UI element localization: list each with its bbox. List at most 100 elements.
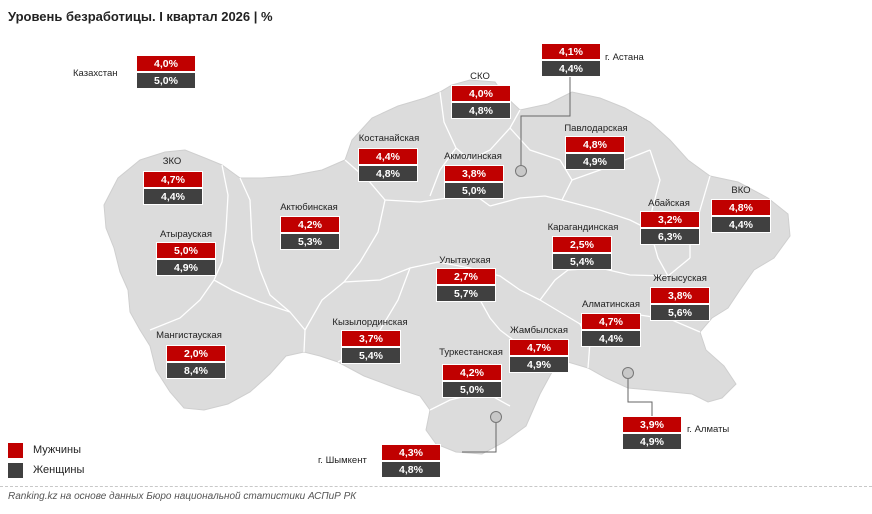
astana-leader — [520, 60, 571, 166]
region-name-zhambyl: Жамбылская — [510, 325, 568, 336]
region-name-turkestan: Туркестанская — [439, 347, 503, 358]
badge-zhambyl: 4,7% 4,9% — [509, 339, 569, 373]
men-value: 3,9% — [622, 416, 682, 433]
region-name-pavlodar: Павлодарская — [564, 123, 628, 134]
almaty-leader — [627, 374, 653, 420]
badge-kyzylorda: 3,7% 5,4% — [341, 330, 401, 364]
men-value: 2,5% — [552, 236, 612, 253]
men-value: 4,8% — [711, 199, 771, 216]
region-name-sko: СКО — [470, 71, 490, 82]
women-value: 4,4% — [541, 60, 601, 77]
women-value: 5,3% — [280, 233, 340, 250]
men-value: 4,0% — [136, 55, 196, 72]
badge-mangystau: 2,0% 8,4% — [166, 345, 226, 379]
region-name-atyrau: Атырауская — [160, 229, 212, 240]
badge-kazakhstan: 4,0% 5,0% — [136, 55, 196, 89]
women-value: 5,0% — [442, 381, 502, 398]
badge-almaty-region: 4,7% 4,4% — [581, 313, 641, 347]
badge-shymkent: 4,3% 4,8% — [381, 444, 441, 478]
men-value: 4,7% — [581, 313, 641, 330]
legend-women-swatch — [8, 462, 23, 478]
source-note: Ranking.kz на основе данных Бюро национа… — [8, 491, 357, 502]
women-value: 5,7% — [436, 285, 496, 302]
legend-men-swatch — [8, 442, 23, 458]
almaty-marker — [622, 367, 634, 379]
region-name-shymkent: г. Шымкент — [318, 455, 367, 466]
men-value: 4,0% — [451, 85, 511, 102]
region-name-abai: Абайская — [648, 198, 690, 209]
country-outline — [103, 79, 791, 455]
men-value: 4,1% — [541, 43, 601, 60]
region-name-kostanay: Костанайская — [358, 133, 420, 144]
region-name-almaty-region: Алматинская — [582, 299, 640, 310]
region-name-zko: ЗКО — [162, 156, 182, 167]
badge-ulytau: 2,7% 5,7% — [436, 268, 496, 302]
astana-marker — [515, 165, 527, 177]
leader-lines — [462, 60, 653, 453]
men-value: 3,8% — [650, 287, 710, 304]
women-value: 4,4% — [143, 188, 203, 205]
region-name-kazakhstan: Казахстан — [73, 68, 118, 79]
badge-sko: 4,0% 4,8% — [451, 85, 511, 119]
men-value: 4,3% — [381, 444, 441, 461]
men-value: 2,0% — [166, 345, 226, 362]
men-value: 5,0% — [156, 242, 216, 259]
men-value: 4,8% — [565, 136, 625, 153]
men-value: 4,2% — [280, 216, 340, 233]
men-value: 3,2% — [640, 211, 700, 228]
women-value: 4,8% — [451, 102, 511, 119]
men-value: 2,7% — [436, 268, 496, 285]
women-value: 4,9% — [509, 356, 569, 373]
women-value: 5,6% — [650, 304, 710, 321]
badge-atyrau: 5,0% 4,9% — [156, 242, 216, 276]
men-value: 4,4% — [358, 148, 418, 165]
region-name-vko: ВКО — [731, 185, 751, 196]
men-value: 3,8% — [444, 165, 504, 182]
women-value: 6,3% — [640, 228, 700, 245]
badge-pavlodar: 4,8% 4,9% — [565, 136, 625, 170]
legend-men-label: Мужчины — [33, 444, 82, 456]
badge-kostanay: 4,4% 4,8% — [358, 148, 418, 182]
women-value: 5,0% — [444, 182, 504, 199]
men-value: 4,7% — [143, 171, 203, 188]
badge-abai: 3,2% 6,3% — [640, 211, 700, 245]
region-name-karaganda: Карагандинская — [547, 222, 619, 233]
badge-almaty-city: 3,9% 4,9% — [622, 416, 682, 450]
badge-karaganda: 2,5% 5,4% — [552, 236, 612, 270]
women-value: 4,9% — [565, 153, 625, 170]
region-name-astana: г. Астана — [605, 52, 644, 63]
region-name-almaty-city: г. Алматы — [687, 424, 730, 435]
women-value: 5,4% — [552, 253, 612, 270]
region-name-zhetysu: Жетысуская — [653, 273, 707, 284]
footer-divider — [0, 486, 872, 487]
region-name-mangystau: Мангистауская — [156, 330, 222, 341]
badge-turkestan: 4,2% 5,0% — [442, 364, 502, 398]
men-value: 4,7% — [509, 339, 569, 356]
women-value: 8,4% — [166, 362, 226, 379]
region-name-aktobe: Актюбинская — [280, 202, 338, 213]
legend-men: Мужчины — [8, 442, 81, 458]
legend-women: Женщины — [8, 462, 84, 478]
women-value: 4,8% — [358, 165, 418, 182]
badge-aktobe: 4,2% 5,3% — [280, 216, 340, 250]
men-value: 4,2% — [442, 364, 502, 381]
region-name-ulytau: Улытауская — [439, 255, 491, 266]
women-value: 5,0% — [136, 72, 196, 89]
women-value: 4,9% — [622, 433, 682, 450]
badge-astana: 4,1% 4,4% — [541, 43, 601, 77]
men-value: 3,7% — [341, 330, 401, 347]
women-value: 5,4% — [341, 347, 401, 364]
women-value: 4,4% — [581, 330, 641, 347]
badge-vko: 4,8% 4,4% — [711, 199, 771, 233]
women-value: 4,9% — [156, 259, 216, 276]
shymkent-marker — [490, 411, 502, 423]
badge-akmola: 3,8% 5,0% — [444, 165, 504, 199]
women-value: 4,8% — [381, 461, 441, 478]
legend-women-label: Женщины — [33, 464, 85, 476]
badge-zko: 4,7% 4,4% — [143, 171, 203, 205]
region-name-akmola: Акмолинская — [444, 151, 502, 162]
women-value: 4,4% — [711, 216, 771, 233]
map-title: Уровень безработицы. I квартал 2026 | % — [8, 9, 273, 24]
badge-zhetysu: 3,8% 5,6% — [650, 287, 710, 321]
